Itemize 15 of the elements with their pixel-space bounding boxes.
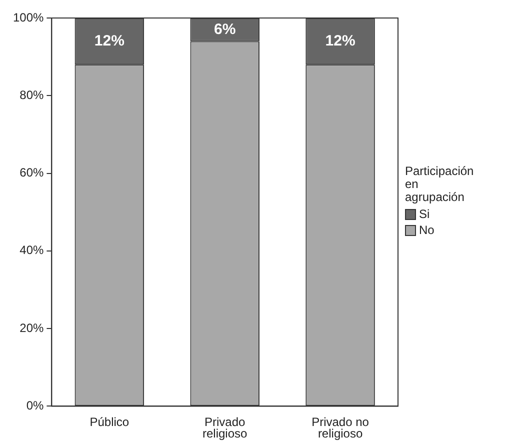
data-label: 12% bbox=[325, 32, 356, 50]
legend-title: Participación en agrupación bbox=[405, 164, 474, 204]
x-tick-label: Privado no religioso bbox=[312, 415, 370, 441]
y-tick-label: 20% bbox=[20, 320, 44, 335]
y-tick-label: 60% bbox=[20, 166, 44, 180]
legend-label: Si bbox=[419, 206, 430, 222]
x-tick-label: Público bbox=[90, 415, 130, 430]
x-tick-label: Privado religioso bbox=[202, 415, 248, 441]
y-tick-label: 40% bbox=[20, 243, 44, 258]
y-tick-label: 80% bbox=[20, 88, 44, 102]
y-tick-label: 100% bbox=[12, 10, 44, 24]
y-tick-label: 0% bbox=[26, 398, 44, 413]
data-label: 12% bbox=[94, 32, 124, 50]
data-label: 6% bbox=[214, 20, 236, 38]
text: No bbox=[419, 222, 434, 238]
